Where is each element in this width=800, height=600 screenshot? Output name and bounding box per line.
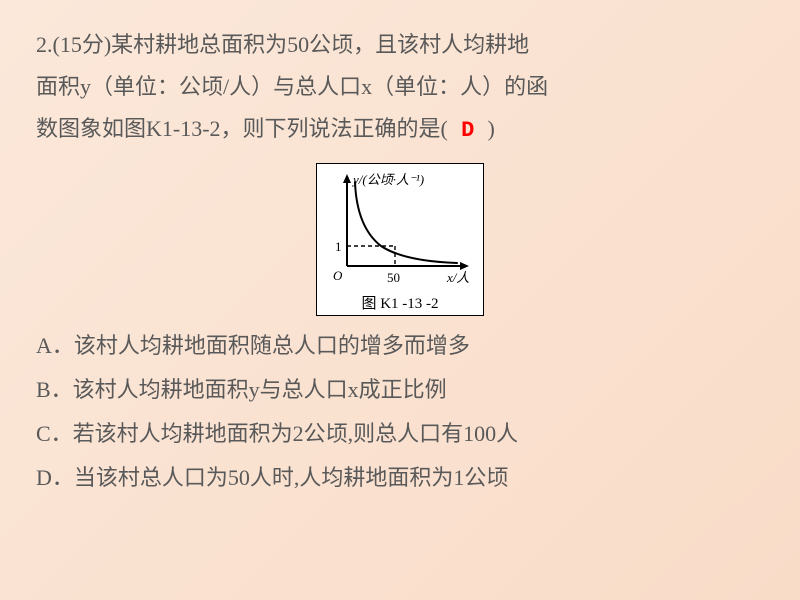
option-d: D．当该村总人口为50人时,人均耕地面积为1公顷 bbox=[36, 456, 764, 500]
slide-content: 2.(15分)某村耕地总面积为50公顷，且该村人均耕地 面积y（单位：公顷/人）… bbox=[0, 0, 800, 524]
question-line-3a: 数图象如图K1-13-2，则下列说法正确的是( bbox=[36, 116, 448, 141]
option-a: A．该村人均耕地面积随总人口的增多而增多 bbox=[36, 324, 764, 368]
option-b: B．该村人均耕地面积y与总人口x成正比例 bbox=[36, 368, 764, 412]
options-list: A．该村人均耕地面积随总人口的增多而增多 B．该村人均耕地面积y与总人口x成正比… bbox=[36, 324, 764, 500]
svg-text:50: 50 bbox=[387, 270, 400, 285]
figure-container: y/(公顷·人⁻¹) x/人 O 1 50 图 K1 -13 -2 bbox=[36, 163, 764, 316]
question-line-1: 2.(15分)某村耕地总面积为50公顷，且该村人均耕地 bbox=[36, 24, 764, 66]
svg-text:1: 1 bbox=[335, 239, 342, 254]
chart-figure: y/(公顷·人⁻¹) x/人 O 1 50 图 K1 -13 -2 bbox=[316, 163, 484, 316]
figure-caption: 图 K1 -13 -2 bbox=[325, 292, 475, 313]
chart-svg: y/(公顷·人⁻¹) x/人 O 1 50 bbox=[325, 170, 475, 290]
svg-text:O: O bbox=[333, 268, 343, 283]
question-line-3: 数图象如图K1-13-2，则下列说法正确的是( D ) bbox=[36, 108, 764, 152]
option-c: C．若该村人均耕地面积为2公顷,则总人口有100人 bbox=[36, 412, 764, 456]
svg-text:y/(公顷·人⁻¹): y/(公顷·人⁻¹) bbox=[351, 172, 424, 187]
answer-letter: D bbox=[448, 118, 488, 143]
svg-text:x/人: x/人 bbox=[446, 270, 469, 285]
question-stem: 2.(15分)某村耕地总面积为50公顷，且该村人均耕地 面积y（单位：公顷/人）… bbox=[36, 24, 764, 151]
question-line-3b: ) bbox=[487, 116, 494, 141]
question-line-2: 面积y（单位：公顷/人）与总人口x（单位：人）的函 bbox=[36, 66, 764, 108]
